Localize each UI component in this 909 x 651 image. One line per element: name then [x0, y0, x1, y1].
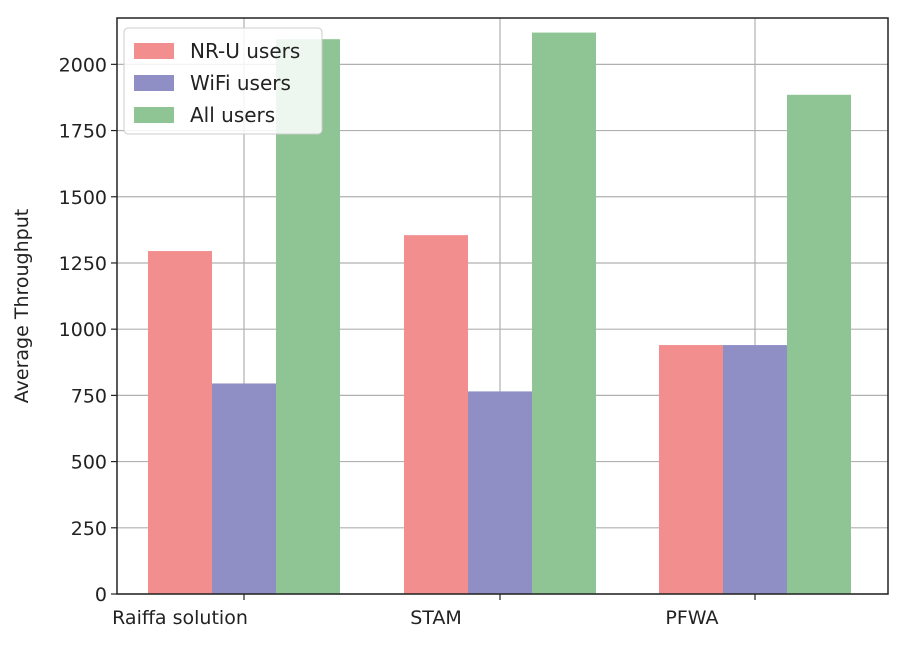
legend-swatch	[134, 43, 174, 59]
bar-nr-u-users-stam	[404, 235, 468, 594]
bar-wifi-users-stam	[468, 391, 532, 594]
bar-nr-u-users-raiffa-solution	[148, 251, 212, 594]
y-tick-label: 1250	[59, 253, 107, 275]
x-tick-label: STAM	[410, 607, 462, 629]
legend-label: All users	[190, 103, 275, 127]
y-tick-label: 250	[71, 518, 107, 540]
legend-label: WiFi users	[190, 71, 291, 95]
x-axis-ticks: Raiffa solution STAM PFWA	[112, 594, 756, 629]
y-tick-label: 1000	[59, 319, 107, 341]
legend-swatch	[134, 75, 174, 91]
bar-wifi-users-raiffa-solution	[212, 383, 276, 594]
y-axis-label: Average Throughput	[11, 209, 33, 403]
legend-swatch	[134, 107, 174, 123]
y-tick-label: 750	[71, 385, 107, 407]
bars	[148, 32, 851, 595]
y-tick-label: 1500	[59, 187, 107, 209]
x-tick-label: Raiffa solution	[112, 607, 248, 629]
plot-frame	[116, 17, 889, 595]
bar-nr-u-users-pfwa	[659, 345, 723, 594]
y-tick-label: 2000	[59, 54, 107, 76]
y-axis-ticks: 0 250 500 750 1000 1250 1500 1750 2000	[59, 54, 117, 606]
y-tick-label: 0	[95, 584, 107, 606]
legend-label: NR-U users	[190, 39, 300, 63]
x-tick-label: PFWA	[665, 607, 718, 629]
y-tick-label: 500	[71, 452, 107, 474]
bar-all-users-stam	[532, 32, 596, 595]
y-tick-label: 1750	[59, 121, 107, 143]
bar-all-users-pfwa	[787, 94, 851, 595]
legend: NR-U users WiFi users All users	[123, 27, 323, 135]
bar-wifi-users-pfwa	[723, 345, 787, 594]
